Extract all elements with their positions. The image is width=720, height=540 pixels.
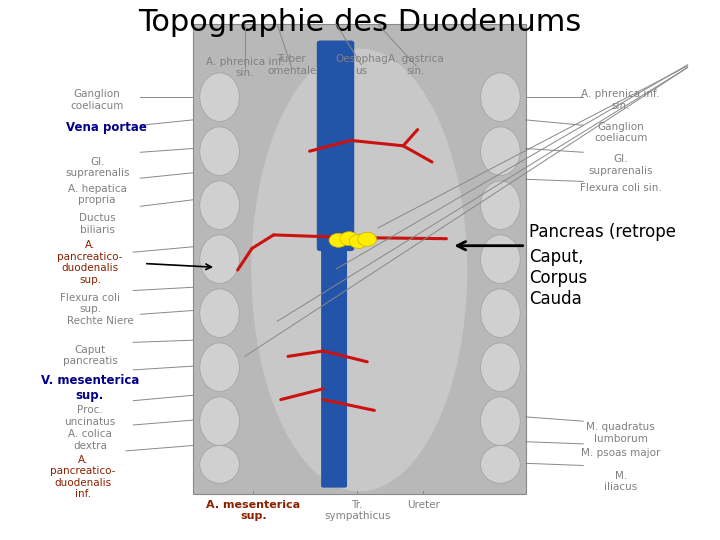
Text: A.
pancreatico-
duodenalis
sup.: A. pancreatico- duodenalis sup. [58,240,122,285]
Text: Ganglion
coeliacum: Ganglion coeliacum [594,122,647,143]
Ellipse shape [481,289,520,338]
Text: Rechte Niere: Rechte Niere [68,316,134,326]
Ellipse shape [481,127,520,176]
Text: Tr.
sympathicus: Tr. sympathicus [324,500,390,521]
Ellipse shape [481,343,520,391]
Text: A. phrenica inf.
sin.: A. phrenica inf. sin. [582,89,660,111]
Text: Caput,
Corpus
Cauda: Caput, Corpus Cauda [529,248,588,308]
Ellipse shape [199,181,239,230]
Ellipse shape [199,289,239,338]
Text: A. mesenterica
sup.: A. mesenterica sup. [207,500,300,521]
Ellipse shape [199,235,239,284]
Ellipse shape [481,181,520,230]
Text: V. mesenterica
sup.: V. mesenterica sup. [41,374,139,402]
Text: A. hepatica
propria: A. hepatica propria [68,184,127,205]
Ellipse shape [199,343,239,391]
Ellipse shape [481,73,520,122]
Ellipse shape [199,397,239,445]
Bar [193,24,526,494]
Text: Ganglion
coeliacum: Ganglion coeliacum [71,89,124,111]
Text: A. colica
dextra: A. colica dextra [68,429,112,451]
Text: M.
iliacus: M. iliacus [604,471,637,492]
Text: Flexura coli sin.: Flexura coli sin. [580,183,662,193]
Text: A. gastrica
sin.: A. gastrica sin. [388,54,444,76]
Text: Ureter: Ureter [407,500,440,510]
FancyBboxPatch shape [317,40,354,251]
Text: Topographie des Duodenums: Topographie des Duodenums [138,8,582,37]
Text: Pancreas (retrope: Pancreas (retrope [529,224,676,241]
Text: Tuber
omentale: Tuber omentale [267,54,316,76]
Text: A.
pancreatico-
duodenalis
inf.: A. pancreatico- duodenalis inf. [50,455,115,500]
Text: Vena portae: Vena portae [66,122,147,134]
Text: Ductus
biliaris: Ductus biliaris [79,213,115,235]
Text: M. psoas major: M. psoas major [581,448,660,458]
Circle shape [358,232,377,246]
Text: Oesophag
us: Oesophag us [335,54,388,76]
Text: Flexura coli
sup.: Flexura coli sup. [60,293,120,314]
Circle shape [340,232,359,246]
Text: Gl.
suprarenalis: Gl. suprarenalis [588,154,653,176]
Text: Caput
pancreatis: Caput pancreatis [63,345,117,366]
Ellipse shape [251,49,467,491]
Text: Proc.
uncinatus: Proc. uncinatus [64,405,116,427]
Ellipse shape [199,127,239,176]
Circle shape [349,234,368,248]
Ellipse shape [199,446,239,483]
Ellipse shape [481,397,520,445]
Text: Gl.
suprarenalis: Gl. suprarenalis [65,157,130,178]
Circle shape [329,233,348,247]
Ellipse shape [481,235,520,284]
Text: M. quadratus
lumborum: M. quadratus lumborum [586,422,655,444]
FancyBboxPatch shape [321,247,347,488]
Ellipse shape [481,446,520,483]
Ellipse shape [199,73,239,122]
Text: A. phrenica inf.
sin.: A. phrenica inf. sin. [206,57,284,78]
